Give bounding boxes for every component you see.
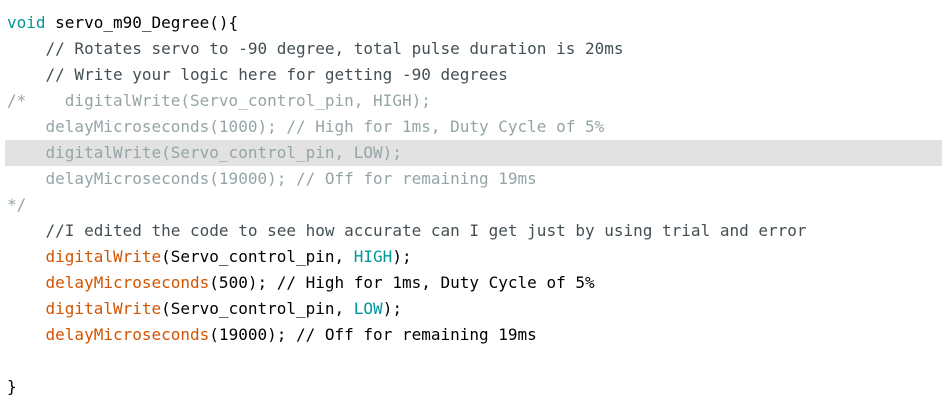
code-token: */ — [7, 195, 27, 214]
code-token: servo_m90_Degree(){ — [45, 13, 239, 32]
code-token: // Write your logic here for getting -90… — [7, 65, 508, 84]
code-line[interactable]: // Rotates servo to -90 degree, total pu… — [0, 36, 943, 62]
code-token: delayMicroseconds(19000); // Off for rem… — [7, 169, 537, 188]
code-editor[interactable]: void servo_m90_Degree(){ // Rotates serv… — [0, 10, 943, 400]
code-line[interactable]: delayMicroseconds(19000); // Off for rem… — [0, 166, 943, 192]
code-token: } — [7, 377, 17, 396]
code-line[interactable]: //I edited the code to see how accurate … — [0, 218, 943, 244]
code-line[interactable]: delayMicroseconds(19000); // Off for rem… — [0, 322, 943, 348]
code-token — [7, 247, 46, 266]
code-line[interactable]: */ — [0, 192, 943, 218]
code-token: //I edited the code to see how accurate … — [7, 221, 807, 240]
code-token: void — [7, 13, 46, 32]
code-token: // Rotates servo to -90 degree, total pu… — [7, 39, 624, 58]
code-line[interactable]: delayMicroseconds(500); // High for 1ms,… — [0, 270, 943, 296]
code-token: ); — [382, 299, 402, 318]
code-token: (Servo_control_pin, — [161, 299, 354, 318]
code-line[interactable]: } — [0, 374, 943, 400]
code-token: digitalWrite(Servo_control_pin, LOW); — [7, 143, 402, 162]
code-token — [7, 325, 46, 344]
code-token: delayMicroseconds(1000); // High for 1ms… — [7, 117, 605, 136]
code-token: delayMicroseconds — [45, 325, 210, 344]
code-token: /* digitalWrite(Servo_control_pin, HIGH)… — [7, 91, 431, 110]
code-line[interactable]: delayMicroseconds(1000); // High for 1ms… — [0, 114, 943, 140]
code-token: (Servo_control_pin, — [161, 247, 354, 266]
code-line[interactable]: void servo_m90_Degree(){ — [0, 10, 943, 36]
code-token: digitalWrite — [45, 247, 162, 266]
code-line[interactable] — [0, 348, 943, 374]
code-token: delayMicroseconds — [45, 273, 210, 292]
code-line[interactable]: // Write your logic here for getting -90… — [0, 62, 943, 88]
code-line[interactable]: /* digitalWrite(Servo_control_pin, HIGH)… — [0, 88, 943, 114]
code-token: (19000); // Off for remaining 19ms — [209, 325, 537, 344]
highlighted-code-line[interactable]: digitalWrite(Servo_control_pin, LOW); — [5, 140, 942, 166]
code-token: LOW — [353, 299, 383, 318]
code-token — [7, 273, 46, 292]
code-token: ); — [392, 247, 412, 266]
code-token — [7, 299, 46, 318]
code-line[interactable]: digitalWrite(Servo_control_pin, LOW); — [0, 296, 943, 322]
code-token: digitalWrite — [45, 299, 162, 318]
code-token: HIGH — [353, 247, 393, 266]
code-token: (500); // High for 1ms, Duty Cycle of 5% — [209, 273, 595, 292]
code-line[interactable]: digitalWrite(Servo_control_pin, HIGH); — [0, 244, 943, 270]
